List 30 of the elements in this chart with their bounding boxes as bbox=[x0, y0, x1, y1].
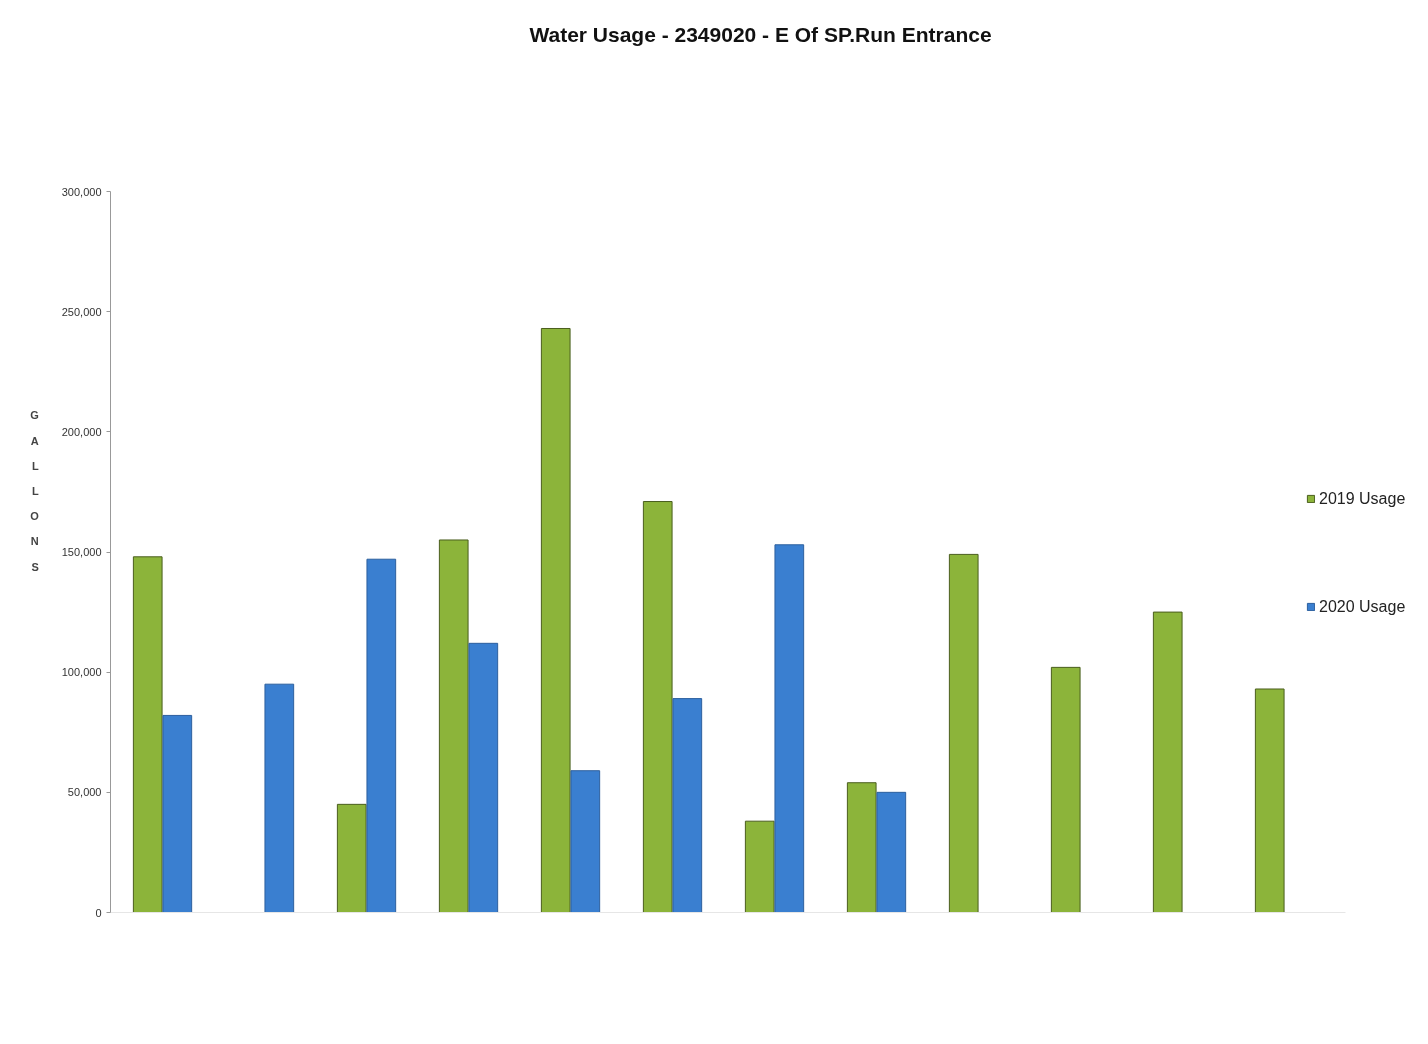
y-tick-label: 150,000 bbox=[61, 546, 102, 558]
bar bbox=[774, 544, 805, 913]
bar bbox=[948, 553, 979, 913]
bar bbox=[438, 539, 469, 913]
legend-label: 2019 Usage bbox=[1319, 489, 1406, 508]
bar bbox=[540, 327, 571, 913]
bar bbox=[162, 714, 193, 913]
bar bbox=[1050, 666, 1081, 913]
bar bbox=[468, 642, 499, 913]
bar bbox=[846, 782, 877, 913]
y-tick-label: 250,000 bbox=[61, 305, 102, 318]
bar bbox=[264, 683, 295, 913]
bar bbox=[672, 698, 703, 913]
bar bbox=[1152, 611, 1183, 913]
y-tick-label: 50,000 bbox=[67, 786, 102, 799]
y-tick-label: 0 bbox=[95, 906, 102, 919]
bar bbox=[570, 770, 601, 913]
bar bbox=[336, 803, 367, 913]
chart-title: Water Usage - 2349020 - E Of SP.Run Entrance bbox=[529, 22, 992, 46]
bar bbox=[642, 501, 673, 913]
bar bbox=[1254, 688, 1285, 913]
text: GALLONS bbox=[30, 409, 39, 573]
legend-label: 2020 Usage bbox=[1319, 597, 1406, 616]
y-tick-label: 200,000 bbox=[61, 425, 102, 438]
bar bbox=[876, 791, 907, 913]
y-tick-label: 100,000 bbox=[61, 666, 102, 679]
bar bbox=[744, 820, 775, 913]
bar bbox=[132, 556, 163, 913]
bar bbox=[366, 558, 397, 913]
y-tick-label: 300,000 bbox=[61, 185, 102, 198]
